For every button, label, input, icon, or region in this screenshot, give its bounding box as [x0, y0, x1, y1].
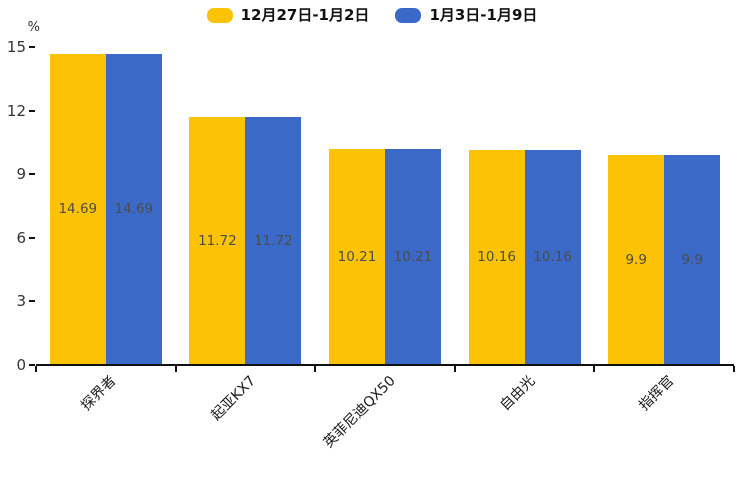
legend-label-period1: 12月27日-1月2日 [240, 6, 370, 24]
y-tick [29, 46, 35, 48]
x-category-label: 探界者 [78, 373, 120, 415]
x-category-label: 自由光 [496, 373, 538, 415]
bar-1月3日-1月9日-探界者[interactable] [105, 53, 162, 364]
x-tick [453, 366, 456, 372]
x-tick [35, 366, 37, 372]
y-tick-label: 15 [6, 38, 26, 56]
bar-1月3日-1月9日-指挥官[interactable] [664, 155, 721, 364]
legend-item-period1[interactable]: 12月27日-1月2日 [206, 5, 370, 25]
bar-value-label: 10.21 [337, 248, 377, 265]
bar-value-label: 10.21 [393, 248, 433, 265]
y-tick-label: 9 [16, 165, 26, 184]
legend-item-period2[interactable]: 1月3日-1月9日 [395, 5, 537, 25]
x-category-label: 起亚KX7 [208, 373, 259, 424]
y-tick [29, 236, 35, 239]
x-tick [593, 366, 596, 372]
bar-value-label: 9.9 [625, 252, 647, 269]
x-category-label: 英菲尼迪QX50 [320, 373, 399, 452]
bar-value-label: 11.72 [198, 232, 237, 249]
y-tick [29, 173, 35, 176]
y-tick [29, 109, 35, 112]
bar-12月27日-1月2日-探界者[interactable] [49, 53, 106, 364]
bar-value-label: 10.16 [533, 249, 572, 266]
legend: 12月27日-1月2日 1月3日-1月9日 [0, 5, 744, 25]
bar-1月3日-1月9日-起亚KX7[interactable] [245, 116, 302, 364]
y-tick [29, 364, 35, 366]
legend-swatch-period2 [395, 7, 422, 23]
y-tick-label: 3 [16, 292, 26, 311]
y-tick-label: 12 [6, 101, 26, 120]
bar-12月27日-1月2日-自由光[interactable] [468, 149, 525, 364]
x-tick [314, 366, 317, 372]
x-category-label: 指挥官 [636, 373, 678, 415]
legend-swatch-period1 [206, 7, 233, 23]
x-tick [174, 366, 177, 372]
bar-12月27日-1月2日-指挥官[interactable] [608, 155, 665, 364]
y-tick [29, 300, 35, 303]
y-tick-label: 0 [16, 356, 26, 374]
bar-value-label: 14.69 [58, 201, 98, 218]
bar-1月3日-1月9日-英菲尼迪QX50[interactable] [385, 148, 441, 364]
bar-value-label: 9.9 [681, 252, 703, 269]
bar-1月3日-1月9日-自由光[interactable] [524, 149, 581, 364]
x-axis-line [36, 364, 734, 366]
bar-12月27日-1月2日-起亚KX7[interactable] [189, 116, 246, 364]
bar-12月27日-1月2日-英菲尼迪QX50[interactable] [329, 148, 385, 364]
y-axis-unit-label: % [27, 20, 40, 35]
bar-value-label: 10.16 [477, 249, 516, 266]
x-tick [733, 366, 735, 372]
bar-value-label: 11.72 [254, 232, 293, 249]
y-tick-label: 6 [16, 228, 26, 247]
bar-value-label: 14.69 [114, 201, 154, 218]
legend-label-period2: 1月3日-1月9日 [429, 6, 538, 24]
